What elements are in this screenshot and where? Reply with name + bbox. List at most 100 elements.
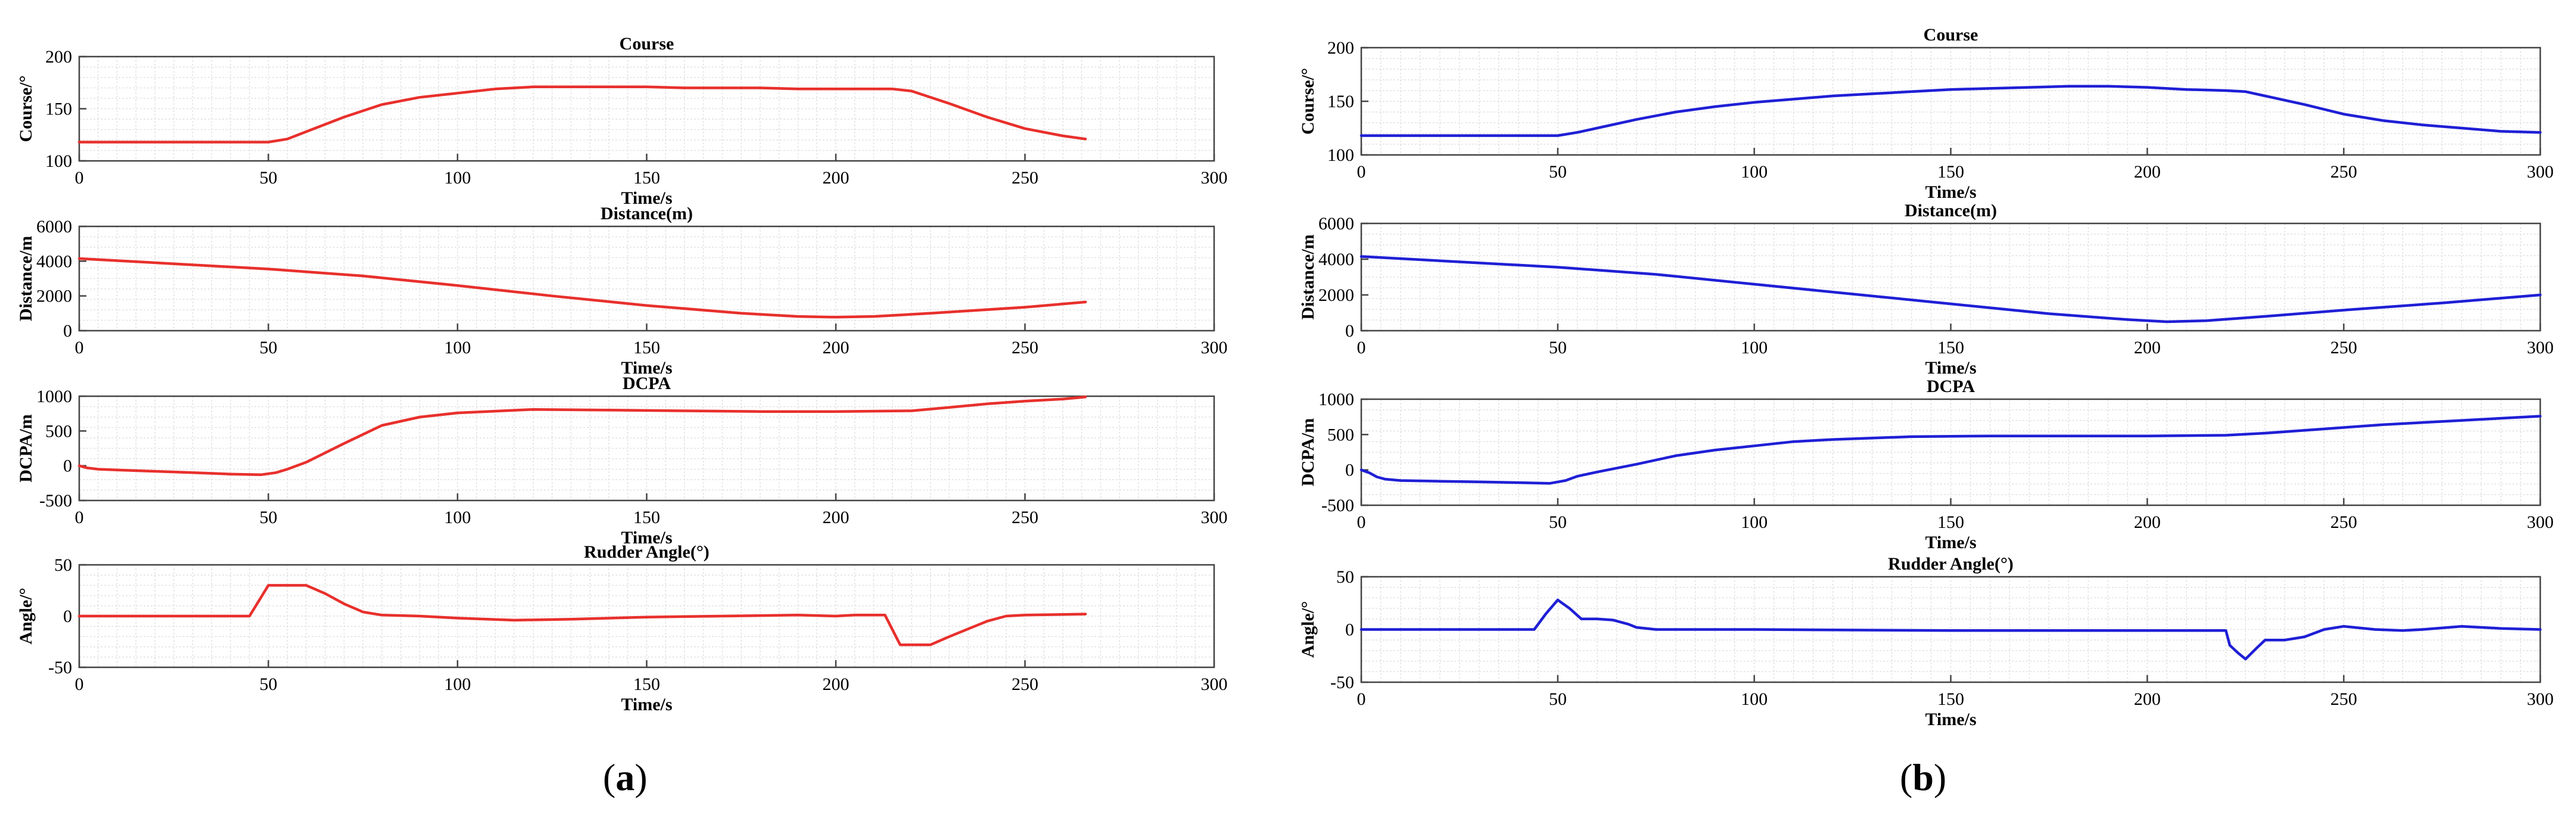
- y-tick-label: 2000: [1318, 285, 1354, 305]
- x-tick-label: 0: [1357, 338, 1366, 357]
- x-tick-label: 200: [2134, 689, 2161, 709]
- x-tick-label: 150: [1937, 512, 1964, 532]
- y-tick-label: 4000: [1318, 250, 1354, 269]
- x-tick-label: 300: [1201, 674, 1228, 694]
- x-tick-label: 250: [2331, 689, 2357, 709]
- x-tick-label: 250: [1012, 674, 1038, 694]
- y-tick-label: 2000: [36, 287, 72, 306]
- y-tick-label: 500: [1327, 425, 1354, 444]
- x-tick-label: 100: [444, 508, 471, 527]
- y-tick-label: 0: [63, 321, 72, 341]
- x-tick-label: 200: [823, 338, 850, 357]
- series-line: [77, 584, 1087, 646]
- panel-label-b: (b): [1900, 756, 1947, 798]
- y-tick-label: 150: [45, 100, 72, 119]
- y-tick-label: 50: [1336, 567, 1354, 587]
- y-tick-label: 100: [1327, 145, 1354, 165]
- x-tick-label: 0: [1357, 162, 1366, 182]
- y-tick-label: 6000: [36, 217, 72, 237]
- chart-b-1: 0 50 100 150 200 250 300 0 2000 4000 6000 Distance(…: [1298, 201, 2554, 378]
- x-tick-label: 100: [444, 674, 471, 694]
- chart-title: Rudder Angle(°): [1888, 554, 2014, 574]
- chart-title: DCPA: [1927, 377, 1975, 396]
- x-axis-label: Time/s: [621, 188, 672, 208]
- x-tick-label: 100: [444, 338, 471, 357]
- x-tick-label: 100: [1741, 338, 1768, 357]
- y-tick-label: 200: [45, 47, 72, 67]
- x-tick-label: 50: [1549, 512, 1567, 532]
- panel-label-a: (a): [603, 756, 648, 798]
- y-axis-label: Angle/°: [1298, 601, 1318, 658]
- x-tick-label: 50: [1549, 162, 1567, 182]
- x-tick-label: 200: [2134, 512, 2161, 532]
- series-line: [1359, 598, 2542, 661]
- x-tick-label: 200: [2134, 162, 2161, 182]
- x-tick-label: 150: [633, 168, 660, 188]
- x-tick-label: 100: [444, 168, 471, 188]
- y-tick-label: 4000: [36, 251, 72, 271]
- y-tick-label: -50: [1330, 673, 1354, 692]
- series-line: [77, 85, 1087, 144]
- x-axis-label: Time/s: [621, 358, 672, 378]
- chart-a-2: 0 50 100 150 200 250 300-50005001000DCPATime/s…: [16, 374, 1228, 548]
- chart-title: Course: [1924, 25, 1978, 45]
- chart-title: Course: [620, 34, 674, 54]
- x-tick-label: 50: [260, 508, 278, 527]
- y-tick-label: 100: [45, 151, 72, 171]
- x-tick-label: 50: [1549, 689, 1567, 709]
- x-tick-label: 150: [633, 338, 660, 357]
- x-tick-label: 250: [1012, 508, 1038, 527]
- x-axis-label: Time/s: [1925, 182, 1976, 202]
- chart-b-0: 0 50 100 150 200 250 300 100 150 200 Course Time/s C…: [1298, 25, 2554, 202]
- x-tick-label: 0: [75, 508, 84, 527]
- x-tick-label: 300: [1201, 338, 1228, 357]
- chart-title: Distance(m): [1905, 201, 1997, 220]
- x-tick-label: 100: [1741, 162, 1768, 182]
- y-tick-label: -500: [1321, 496, 1354, 515]
- x-tick-label: 300: [2527, 162, 2554, 182]
- y-tick-label: 6000: [1318, 214, 1354, 234]
- x-tick-label: 100: [1741, 689, 1768, 709]
- x-axis-label: Time/s: [1925, 710, 1976, 729]
- x-tick-label: 200: [823, 508, 850, 527]
- x-tick-label: 0: [75, 674, 84, 694]
- y-tick-label: 0: [63, 607, 72, 626]
- x-tick-label: 150: [633, 508, 660, 527]
- chart-a-1: 0 50 100 150 200 250 300 0 2000 4000 6000 Distance(…: [16, 204, 1228, 378]
- x-tick-label: 50: [1549, 338, 1567, 357]
- x-tick-label: 250: [2331, 338, 2357, 357]
- x-tick-label: 150: [1937, 338, 1964, 357]
- y-tick-label: -500: [39, 491, 72, 511]
- series-line: [1359, 255, 2542, 324]
- x-tick-label: 150: [1937, 162, 1964, 182]
- y-tick-label: 0: [1345, 620, 1354, 640]
- x-tick-label: 250: [1012, 168, 1038, 188]
- series-line: [1359, 415, 2542, 485]
- y-axis-label: Distance/m: [1298, 234, 1318, 319]
- x-tick-label: 0: [1357, 512, 1366, 532]
- y-tick-label: -50: [48, 658, 72, 677]
- y-tick-label: 1000: [36, 387, 72, 406]
- chart-title: Distance(m): [601, 204, 693, 223]
- x-tick-label: 200: [2134, 338, 2161, 357]
- x-axis-label: Time/s: [1925, 533, 1976, 552]
- x-tick-label: 0: [75, 338, 84, 357]
- x-tick-label: 150: [1937, 689, 1964, 709]
- x-tick-label: 50: [260, 338, 278, 357]
- y-tick-label: 500: [45, 421, 72, 441]
- x-tick-label: 250: [1012, 338, 1038, 357]
- x-axis-label: Time/s: [1925, 358, 1976, 378]
- x-tick-label: 250: [2331, 512, 2357, 532]
- x-tick-label: 50: [260, 674, 278, 694]
- x-tick-label: 300: [2527, 512, 2554, 532]
- y-axis-label: Course/°: [1298, 68, 1318, 135]
- y-axis-label: Angle/°: [16, 587, 36, 644]
- x-tick-label: 300: [2527, 338, 2554, 357]
- chart-title: Rudder Angle(°): [584, 542, 710, 562]
- y-tick-label: 0: [1345, 321, 1354, 341]
- series-line: [77, 395, 1087, 477]
- x-tick-label: 150: [633, 674, 660, 694]
- y-tick-label: 0: [63, 456, 72, 476]
- chart-b-2: 0 50 100 150 200 250 300-50005001000DCPATime/s…: [1298, 377, 2554, 552]
